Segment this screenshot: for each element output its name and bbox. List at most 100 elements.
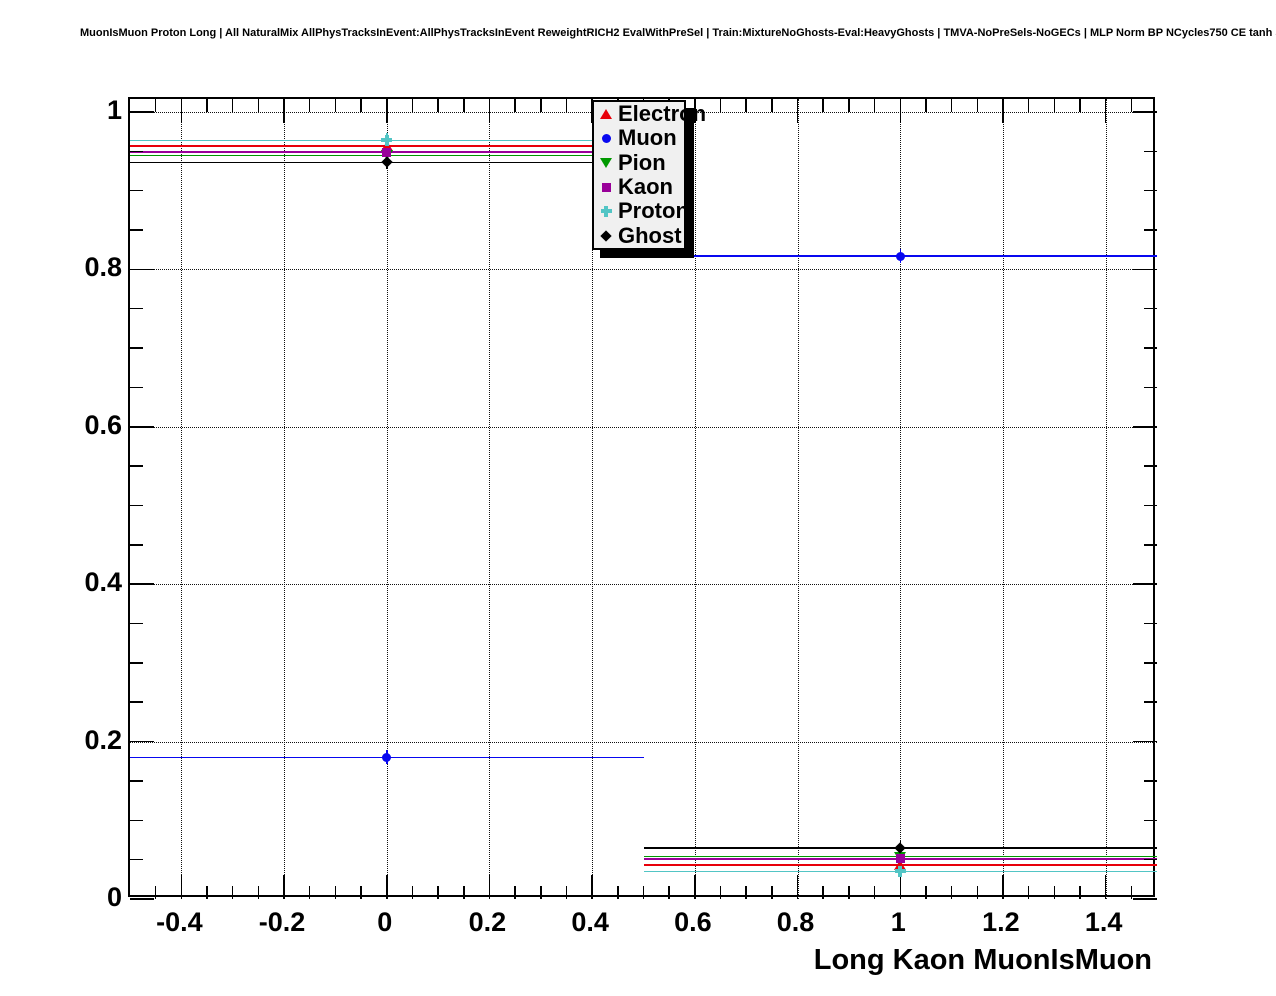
tick-x-bottom	[899, 875, 901, 899]
tick-x-bottom	[771, 886, 773, 899]
tick-x-bottom	[514, 886, 516, 899]
data-marker-electron	[380, 140, 393, 151]
tick-x-bottom	[411, 886, 414, 899]
tick-x-top	[488, 99, 491, 123]
legend-marker-cell	[594, 157, 618, 168]
tick-x-top	[873, 99, 876, 112]
tick-x-top	[1053, 99, 1056, 112]
gridline-x	[900, 99, 902, 899]
tick-x-bottom	[796, 875, 799, 899]
tick-x-bottom	[308, 886, 311, 899]
x-tick-label: 0.2	[468, 907, 507, 937]
gridline-y	[130, 269, 1157, 271]
tick-y-left	[130, 662, 143, 664]
legend-item-electron: Electron	[594, 102, 706, 126]
tick-x-top	[154, 99, 157, 112]
tick-x-bottom	[694, 875, 696, 899]
tick-y-right	[1144, 347, 1157, 349]
tick-x-top	[1104, 99, 1107, 123]
tick-x-bottom	[591, 875, 593, 899]
tick-x-top	[206, 99, 208, 112]
x-tick-label: 0.4	[571, 907, 609, 937]
data-marker-proton	[381, 134, 393, 146]
tick-x-top	[514, 99, 516, 112]
legend-marker-electron	[600, 109, 612, 120]
gridline-y	[130, 584, 1157, 586]
data-marker-proton	[894, 865, 906, 877]
gridline-x	[1002, 99, 1004, 899]
tick-x-bottom	[206, 886, 208, 899]
tick-x-top	[360, 99, 362, 112]
x-tick-label: 1.4	[1084, 907, 1123, 937]
tick-y-right	[1144, 622, 1157, 625]
data-marker-kaon	[382, 147, 392, 157]
y-tick-label: 0	[106, 882, 122, 912]
data-marker-proton-bar	[384, 134, 389, 146]
y-tick-label: 0.4	[84, 567, 122, 598]
tick-x-bottom	[231, 886, 234, 899]
tick-x-bottom	[1104, 875, 1107, 899]
tick-y-left	[130, 701, 143, 703]
tick-y-right	[1144, 465, 1157, 467]
data-marker-muon	[895, 251, 905, 261]
gridline-x	[1105, 99, 1107, 899]
y-tick-label: 0.6	[84, 409, 122, 440]
tick-x-bottom	[334, 886, 337, 899]
tick-x-bottom	[848, 886, 850, 899]
tick-y-left	[130, 858, 143, 861]
tick-x-bottom	[1130, 886, 1133, 899]
legend-marker-cell	[594, 205, 618, 217]
tick-x-top	[334, 99, 337, 112]
legend-marker-cell	[594, 182, 618, 192]
tick-y-right	[1133, 268, 1157, 271]
tick-x-top	[976, 99, 979, 112]
legend-label-ghost: Ghost	[618, 222, 682, 248]
tick-x-bottom	[257, 886, 260, 899]
tick-y-left	[130, 386, 143, 389]
tick-x-bottom	[1053, 886, 1056, 899]
tick-x-top	[411, 99, 414, 112]
x-tick-label: 1.2	[982, 907, 1020, 937]
tick-y-right	[1144, 544, 1157, 546]
tick-y-right	[1144, 386, 1157, 389]
tick-x-top	[796, 99, 799, 123]
legend-marker-proton	[600, 205, 612, 217]
tick-y-left	[130, 347, 143, 349]
tick-x-top	[1130, 99, 1133, 112]
data-marker-muon	[382, 752, 392, 762]
tick-x-top	[719, 99, 722, 112]
tick-x-bottom	[976, 886, 979, 899]
gridline-y	[130, 426, 1157, 428]
tick-y-left	[130, 740, 154, 743]
tick-y-left	[130, 898, 154, 900]
tick-x-top	[1079, 99, 1081, 112]
legend-marker-muon	[601, 133, 611, 143]
tick-y-right	[1144, 780, 1157, 782]
tick-y-right	[1133, 898, 1157, 900]
y-tick-label: 0.8	[84, 252, 122, 283]
legend-item-proton: Proton	[594, 199, 689, 223]
tick-y-right	[1144, 504, 1157, 507]
gridline-y	[130, 741, 1157, 743]
gridline-x	[592, 99, 594, 899]
tick-y-left	[130, 268, 154, 271]
tick-x-top	[694, 99, 696, 123]
tick-y-left	[130, 780, 143, 782]
tick-x-top	[283, 99, 285, 123]
tick-x-bottom	[642, 886, 645, 899]
tick-x-bottom	[488, 875, 491, 899]
data-marker-kaon	[895, 854, 905, 864]
tick-x-top	[463, 99, 465, 112]
x-tick-label: 1	[890, 907, 906, 937]
tick-y-right	[1133, 426, 1157, 428]
tick-x-top	[899, 99, 901, 123]
tick-x-top	[848, 99, 850, 112]
tick-x-top	[180, 99, 183, 123]
tick-y-right	[1144, 307, 1157, 310]
legend-marker-cell	[594, 133, 618, 143]
tick-y-left	[130, 504, 143, 507]
data-marker-electron	[894, 860, 907, 871]
tick-x-bottom	[668, 886, 670, 899]
data-marker-proton-bar	[898, 865, 903, 877]
